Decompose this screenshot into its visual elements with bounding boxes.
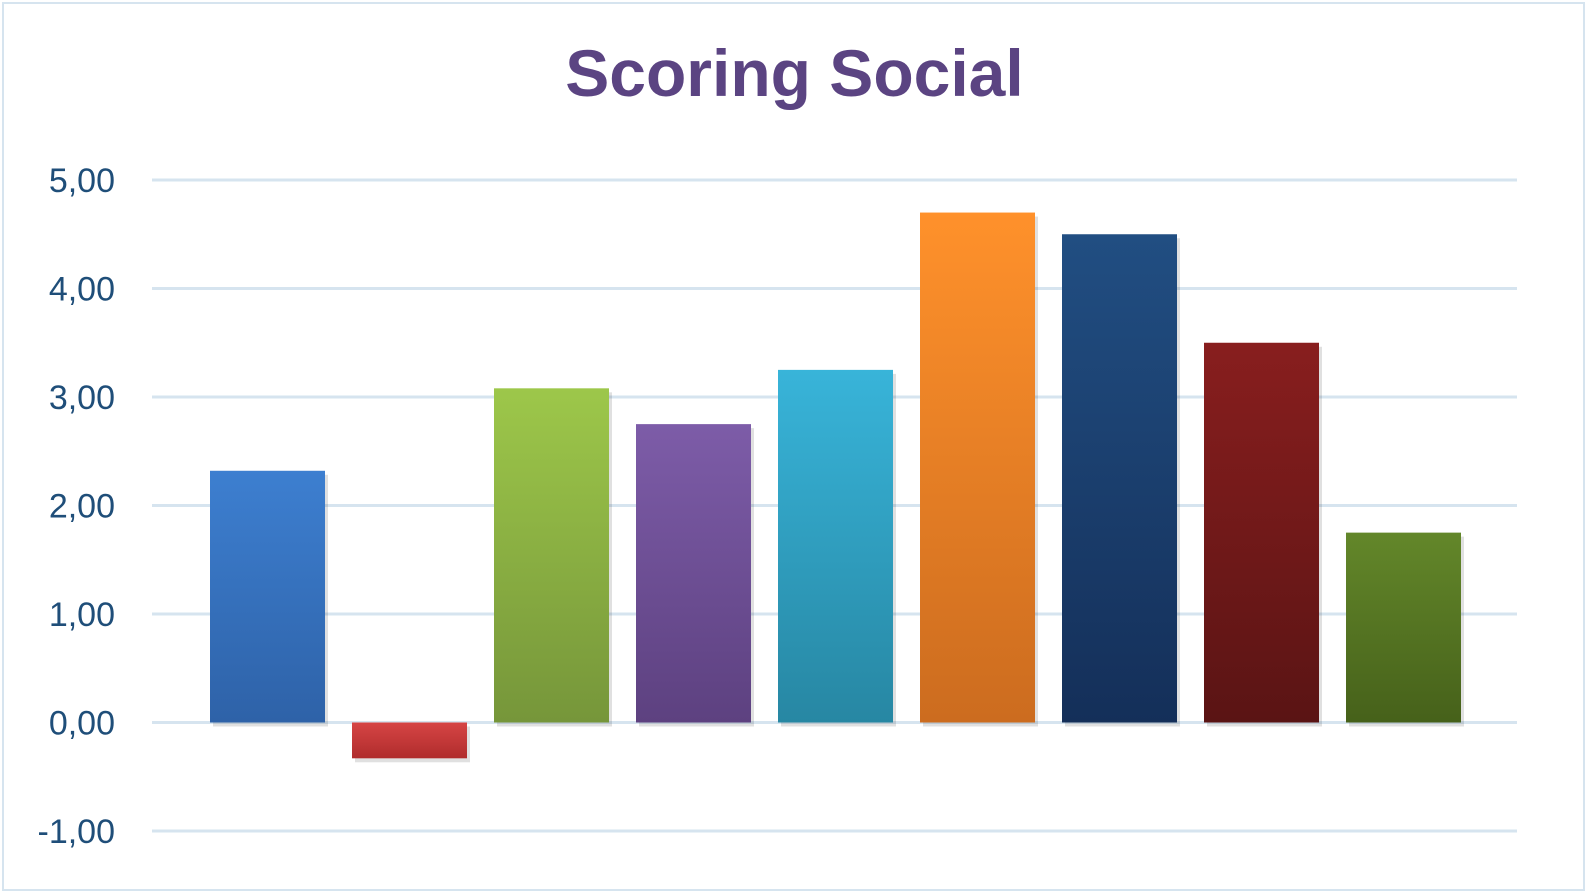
bar	[778, 369, 893, 723]
bars	[210, 212, 1464, 763]
y-tick-label: 3,00	[49, 379, 115, 417]
bar	[1204, 342, 1319, 723]
bar	[636, 424, 751, 723]
bar	[920, 212, 1035, 723]
bar	[352, 722, 467, 759]
bar	[210, 470, 325, 723]
y-tick-label: 5,00	[49, 162, 115, 200]
y-tick-label: -1,00	[38, 813, 116, 851]
y-axis-labels: 5,00 4,00 3,00 2,00 1,00 0,00 -1,00	[38, 162, 116, 851]
y-tick-label: 2,00	[49, 488, 115, 526]
y-tick-label: 0,00	[49, 705, 115, 743]
bar	[1346, 532, 1461, 723]
y-tick-label: 4,00	[49, 271, 115, 309]
bar	[1062, 234, 1177, 723]
chart-title: Scoring Social	[565, 36, 1024, 110]
bar	[494, 388, 609, 723]
y-tick-label: 1,00	[49, 596, 115, 634]
